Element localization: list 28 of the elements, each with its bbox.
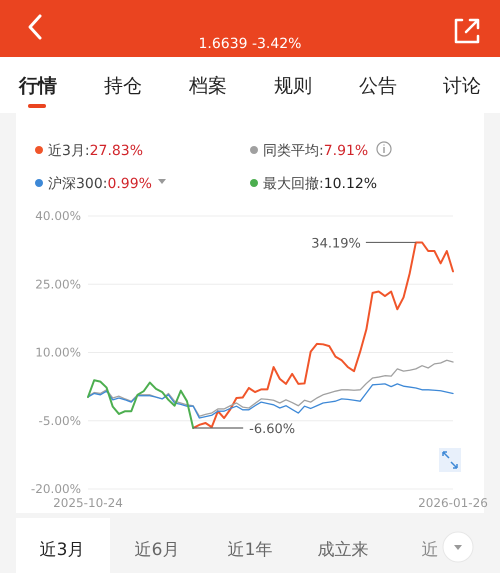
line-series: [87, 360, 454, 417]
text: 近: [422, 540, 438, 560]
legend-label: 近3月:27.83%: [48, 143, 144, 159]
y-tick-label: 25.00%: [35, 277, 81, 292]
text: 近6月: [134, 540, 180, 560]
text: 成立来: [318, 540, 368, 560]
x-tick-label: 2025-10-24: [53, 496, 123, 510]
text: 近3月: [40, 540, 84, 560]
y-tick-label: 10.00%: [35, 346, 81, 360]
ref-line-label: 34.19%: [311, 236, 361, 252]
text: 档案: [188, 75, 227, 97]
y-tick-label: 40.00%: [35, 209, 81, 223]
ref-line-label: -6.60%: [249, 422, 296, 438]
y-tick-label: -20.00%: [30, 482, 81, 496]
line-series: [87, 379, 194, 430]
text: 讨论: [443, 75, 481, 97]
legend-label: 沪深300:0.99%: [48, 176, 152, 192]
text: 近1年: [228, 540, 272, 560]
chart-subtitle: 1.6639 -3.42%: [198, 36, 302, 52]
legend-label: 最大回撤:10.12%: [263, 176, 378, 192]
text: 规则: [274, 75, 312, 97]
x-tick-label: 2026-01-26: [418, 496, 488, 510]
text: 行情: [18, 75, 57, 97]
text: 持仓: [104, 75, 142, 97]
y-tick-label: -5.00%: [38, 414, 81, 428]
text: 公告: [359, 75, 397, 97]
line-series: [87, 383, 454, 419]
legend-label: 同类平均:7.91%: [263, 143, 368, 159]
